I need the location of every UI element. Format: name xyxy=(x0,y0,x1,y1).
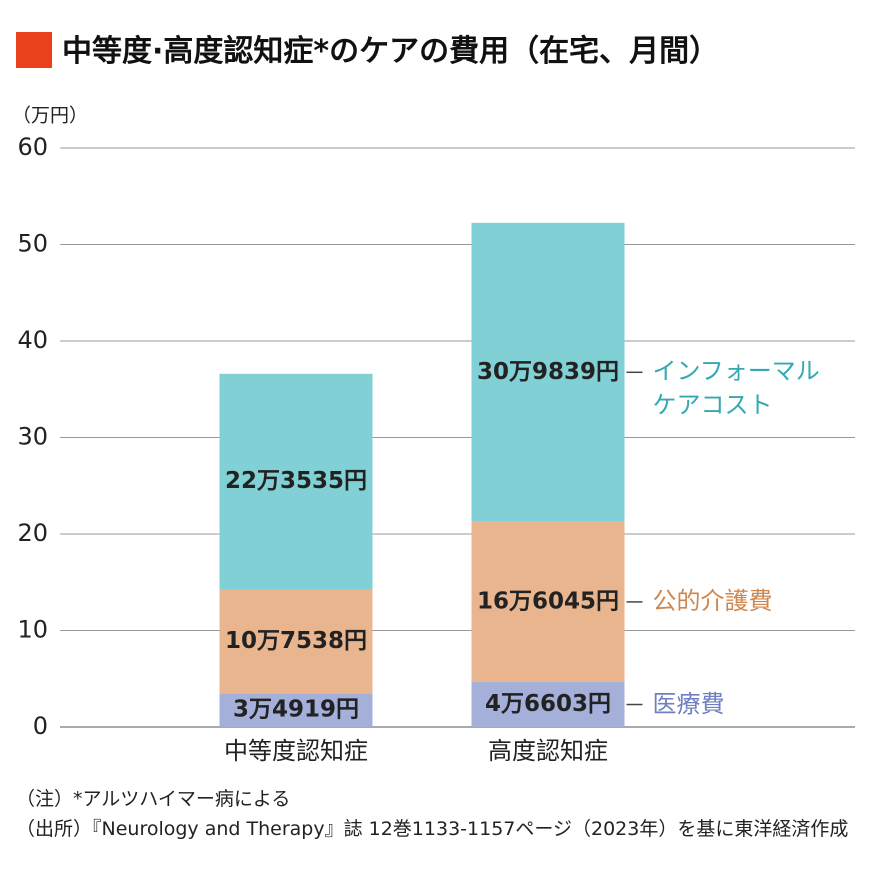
y-tick-label: 30 xyxy=(17,423,48,451)
y-tick-label: 0 xyxy=(33,712,48,740)
legend-label: 医療費 xyxy=(652,689,725,718)
value-label: 4万6603円 xyxy=(485,691,611,717)
legend-label: 公的介護費 xyxy=(652,586,773,615)
y-tick-label: 50 xyxy=(17,230,48,258)
bar-segment xyxy=(219,693,373,727)
x-tick-label: 中等度認知症 xyxy=(224,737,368,765)
title-marker xyxy=(16,32,52,68)
bar-segment xyxy=(219,373,373,590)
value-label: 22万3535円 xyxy=(225,468,367,494)
y-tick-label: 60 xyxy=(17,133,48,161)
value-label: 10万7538円 xyxy=(225,628,367,654)
value-label: 30万9839円 xyxy=(477,359,619,385)
x-tick-label: 高度認知症 xyxy=(488,737,608,765)
note: （出所）『Neurology and Therapy』誌 12巻1133-115… xyxy=(16,818,849,840)
chart-title: 中等度·高度認知症*のケアの費用（在宅、月間） xyxy=(62,34,720,69)
value-label: 3万4919円 xyxy=(233,697,359,723)
y-unit-label: （万円） xyxy=(12,105,88,127)
y-tick-label: 10 xyxy=(17,616,48,644)
y-tick-label: 20 xyxy=(17,519,48,547)
y-tick-label: 40 xyxy=(17,326,48,354)
note: （注）*アルツハイマー病による xyxy=(16,788,291,810)
bar-segment xyxy=(471,521,625,683)
bar-segment xyxy=(219,589,373,694)
notes: （注）*アルツハイマー病による （出所）『Neurology and Thera… xyxy=(16,784,862,844)
legend-label: インフォーマルケアコスト xyxy=(652,357,820,420)
bar-segment xyxy=(471,682,625,727)
bar-segment xyxy=(471,222,625,522)
value-label: 16万6045円 xyxy=(477,588,619,614)
